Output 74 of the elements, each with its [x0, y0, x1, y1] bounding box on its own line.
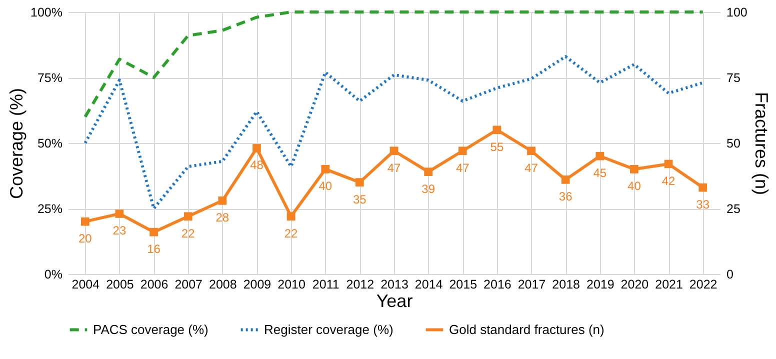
data-label: 45 — [593, 166, 607, 180]
point — [698, 183, 708, 192]
point — [664, 160, 673, 168]
y2-tick-label: 0 — [726, 268, 734, 282]
y2-tick-label: 50 — [726, 136, 740, 150]
y2-tick-label: 25 — [726, 202, 740, 216]
data-label: 47 — [387, 160, 401, 175]
line-series — [84, 10, 704, 118]
x-tick-label: 2016 — [484, 278, 512, 292]
x-tick-label: 2014 — [414, 278, 443, 292]
point — [356, 178, 364, 186]
y-tick-label: 25% — [37, 202, 62, 216]
data-label: 47 — [524, 160, 538, 175]
x-tick-label: 2021 — [655, 278, 683, 292]
point — [80, 217, 90, 226]
x-tick-label: 2004 — [72, 278, 100, 292]
x-axis-title: Year — [376, 291, 413, 311]
data-label: 55 — [490, 140, 504, 154]
x-tick-label: 2018 — [552, 278, 580, 292]
y-tick-label: 75% — [37, 71, 62, 85]
data-label: 35 — [353, 192, 367, 206]
data-label: 16 — [147, 242, 161, 256]
x-tick-label: 2013 — [380, 278, 408, 292]
y-tick-label: 100% — [30, 6, 62, 20]
x-tick-label: 2010 — [278, 278, 306, 292]
point — [184, 212, 192, 221]
y2-axis-title: Fractures (n) — [751, 92, 772, 196]
data-label: 22 — [284, 226, 298, 240]
data-label: 48 — [250, 158, 264, 172]
data-label: 36 — [558, 190, 573, 204]
data-label: 20 — [78, 232, 92, 246]
y-tick-label: 50% — [37, 136, 62, 150]
point — [150, 228, 158, 236]
y2-tick-label: 100 — [726, 6, 748, 20]
legend-label: PACS coverage (%) — [93, 322, 208, 337]
point — [596, 152, 604, 160]
data-label: 33 — [696, 198, 710, 212]
x-tick-label: 2009 — [243, 278, 272, 292]
point — [218, 196, 227, 205]
data-label: 22 — [181, 226, 196, 240]
data-label: 42 — [662, 174, 676, 188]
point — [252, 144, 261, 152]
point — [492, 126, 502, 134]
y-axis-title: Coverage (%) — [6, 88, 27, 200]
point — [286, 212, 296, 221]
data-label: 28 — [216, 210, 230, 225]
point — [424, 168, 432, 176]
x-tick-label: 2012 — [346, 278, 374, 292]
legend-label: Gold standard fractures (n) — [449, 322, 604, 337]
x-tick-label: 2007 — [174, 278, 203, 292]
point — [561, 175, 570, 184]
x-tick-label: 2022 — [689, 278, 718, 292]
x-tick-label: 2015 — [449, 278, 478, 292]
x-tick-label: 2006 — [140, 278, 168, 292]
point — [390, 146, 398, 156]
x-tick-label: 2005 — [106, 278, 134, 292]
data-label: 39 — [422, 182, 436, 196]
point — [458, 146, 467, 156]
x-tick-label: 2019 — [586, 278, 614, 292]
y2-tick-label: 75 — [726, 71, 740, 85]
x-tick-label: 2020 — [620, 278, 649, 292]
data-label: 40 — [318, 179, 332, 194]
point — [527, 146, 536, 156]
y-tick-label: 0% — [44, 268, 62, 282]
data-label: 47 — [456, 160, 470, 175]
data-label: 40 — [628, 179, 642, 194]
legend-label: Register coverage (%) — [264, 322, 394, 337]
x-tick-label: 2011 — [312, 278, 340, 292]
point — [115, 210, 124, 218]
data-label: 23 — [112, 224, 126, 238]
x-tick-label: 2017 — [518, 278, 546, 292]
point — [321, 165, 330, 174]
point — [630, 165, 638, 174]
x-tick-label: 2008 — [209, 278, 237, 292]
